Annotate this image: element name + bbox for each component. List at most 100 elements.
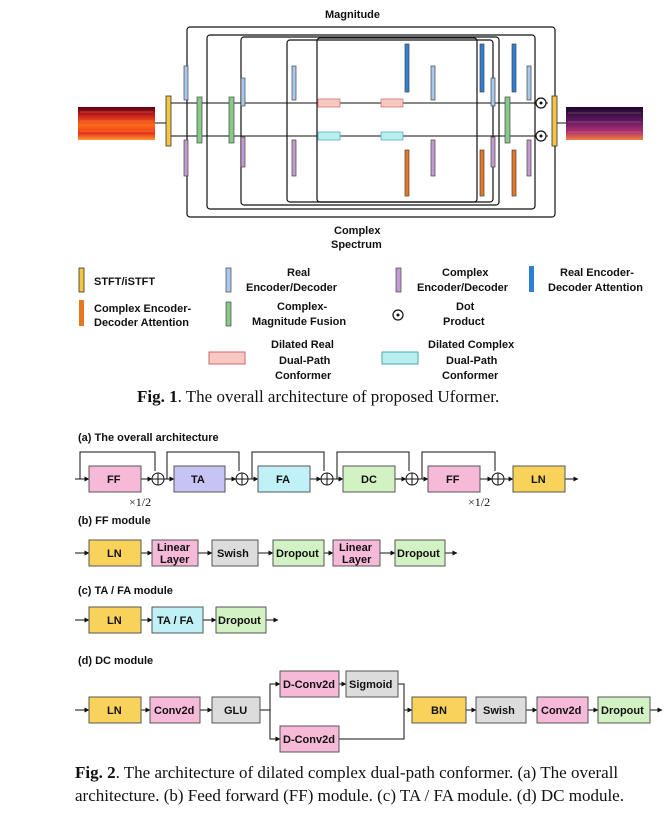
fig2d-bn-label: BN: [431, 705, 447, 717]
fig2a-add-icons: [151, 472, 505, 486]
fig1-caption-label: Fig. 1: [137, 387, 178, 406]
fig1-caption: Fig. 1. The overall architecture of prop…: [137, 387, 499, 407]
fig1-legend: STFT/iSTFT Real Encoder/Decoder Complex …: [78, 266, 643, 382]
fig2d-bn-block: [411, 696, 467, 724]
legend-dilated-real-label-1: Dilated Real: [271, 339, 334, 351]
fig2a-fa-block: [257, 465, 311, 493]
fig2a-dc-block: [342, 465, 396, 493]
fig2d-swish-block: [475, 696, 527, 724]
fig2b-linear-label-1a: Linear: [157, 542, 191, 554]
fig2d-dconv-bottom-block: [279, 725, 340, 753]
fig2b-dropout-block-2: [394, 539, 446, 567]
fig2b-linear-label-2a: Linear: [339, 542, 373, 554]
fig2d-dropout-label: Dropout: [601, 705, 644, 717]
legend-complex-attention-swatch: [79, 300, 84, 326]
complex-spectrum-label-1: Complex: [334, 225, 381, 237]
fig2d-conv2d-label-2: Conv2d: [541, 705, 581, 717]
output-spectrogram: [566, 107, 643, 140]
fig2d-dconv-bottom-label: D-Conv2d: [283, 734, 335, 746]
fig2b-swish-block: [211, 539, 259, 567]
fig2c-tafa-label: TA / FA: [157, 615, 194, 627]
legend-complex-label-2: Encoder/Decoder: [417, 282, 509, 294]
fig2b-dropout-block-1: [272, 539, 325, 567]
legend-dot-label-1: Dot: [456, 301, 475, 313]
fig1-diagram: Magnitude: [78, 9, 643, 251]
legend-dilated-complex-label-1: Dilated Complex: [428, 339, 515, 351]
signal-rows: [155, 102, 566, 137]
fig2c-diagram: (c) TA / FA module LN TA / FA Dropout: [75, 585, 279, 634]
fig2d-ln-block: [88, 696, 142, 724]
fig2b-diagram: (b) FF module LN Linear Layer Swish Drop…: [75, 515, 458, 567]
legend-cmf-swatch: [225, 301, 232, 327]
legend-complex-attention-label-1: Complex Encoder-: [94, 303, 192, 315]
istft-block: [551, 95, 558, 147]
legend-cmf-label-1: Complex-: [277, 301, 327, 313]
fig2-caption: Fig. 2. The architecture of dilated comp…: [75, 761, 655, 807]
legend-complex-swatch: [395, 267, 402, 293]
fig2d-conv2d-block-2: [536, 696, 589, 724]
legend-real-swatch: [225, 267, 232, 293]
fig2d-glu-block: [211, 696, 261, 724]
encoder-decoder-blocks: [183, 43, 532, 197]
output-spectrogram-texture: [568, 112, 641, 133]
fig2b-linear-label-1b: Layer: [160, 554, 190, 566]
legend-dilated-real-swatch: [208, 351, 246, 365]
legend-real-attention-label-1: Real Encoder-: [560, 267, 634, 279]
legend-dot-label-2: Product: [443, 316, 485, 328]
fig2a-fa-label: FA: [276, 474, 290, 486]
dot-product-icons: [535, 97, 547, 142]
fig2a-ff-label-1: FF: [107, 474, 121, 486]
input-spectrogram-texture: [80, 111, 153, 132]
fig2b-linear-block-2: [332, 539, 381, 567]
fig1-caption-text: . The overall architecture of proposed U…: [177, 387, 500, 406]
fig2b-dropout-label-1: Dropout: [276, 548, 319, 560]
complex-spectrum-label-2: Spectrum: [331, 239, 382, 251]
legend-real-label-2: Encoder/Decoder: [246, 282, 338, 294]
legend-dilated-complex-swatch: [381, 351, 419, 365]
fig2d-conv2d-block: [149, 696, 201, 724]
fig2d-conv2d-label: Conv2d: [154, 705, 194, 717]
fig2d-swish-label: Swish: [483, 705, 515, 717]
fig2b-linear-block-1: [151, 539, 199, 567]
fig2c-ln-block: [88, 606, 142, 634]
fig2d-dconv-top-label: D-Conv2d: [283, 679, 335, 691]
magnitude-label: Magnitude: [325, 9, 380, 21]
fig2c-title: (c) TA / FA module: [78, 585, 173, 597]
fig2c-ln-label: LN: [107, 615, 122, 627]
legend-dilated-complex-label-3: Conformer: [442, 370, 499, 382]
fig2c-tafa-block: [151, 606, 204, 634]
fig2a-ta-label: TA: [191, 474, 205, 486]
fig2d-sigmoid-block: [345, 670, 399, 698]
legend-real-attention-swatch: [529, 266, 534, 292]
fig2a-dc-label: DC: [361, 474, 377, 486]
legend-stft-swatch: [78, 267, 85, 293]
fig2d-diagram: (d) DC module LN Conv2d GLU D-Conv2d: [75, 655, 663, 753]
fig2d-title: (d) DC module: [78, 655, 153, 667]
fig2b-title: (b) FF module: [78, 515, 151, 527]
fig2c-dropout-label: Dropout: [218, 615, 261, 627]
legend-dilated-complex-label-2: Dual-Path: [446, 355, 498, 367]
fig2a-half-right: ×1/2: [468, 495, 490, 509]
fig2b-swish-label: Swish: [217, 548, 249, 560]
fig2d-dropout-block: [597, 696, 651, 724]
fig2a-ff-label-2: FF: [446, 474, 460, 486]
fig2a-diagram: (a) The overall architecture FF: [75, 432, 579, 509]
fig2d-sigmoid-label: Sigmoid: [349, 679, 392, 691]
fig2a-ff-block-1: [88, 465, 142, 493]
legend-complex-attention-label-2: Decoder Attention: [94, 317, 189, 329]
legend-stft-label: STFT/iSTFT: [94, 276, 155, 288]
legend-dot-product-center: [396, 313, 400, 317]
fig2b-ln-label: LN: [107, 548, 122, 560]
fig2d-glu-label: GLU: [224, 705, 247, 717]
legend-real-label-1: Real: [287, 267, 310, 279]
fig2b-linear-label-2b: Layer: [342, 554, 372, 566]
fig2a-ta-block: [173, 465, 226, 493]
fig2b-ln-block: [88, 539, 142, 567]
stft-block: [165, 95, 172, 147]
fig2a-half-left: ×1/2: [129, 495, 151, 509]
fig2a-ln-label: LN: [531, 474, 546, 486]
legend-dilated-real-label-3: Conformer: [275, 370, 332, 382]
fig2-caption-text: . The architecture of dilated complex du…: [75, 763, 624, 805]
input-spectrogram: [78, 107, 155, 140]
